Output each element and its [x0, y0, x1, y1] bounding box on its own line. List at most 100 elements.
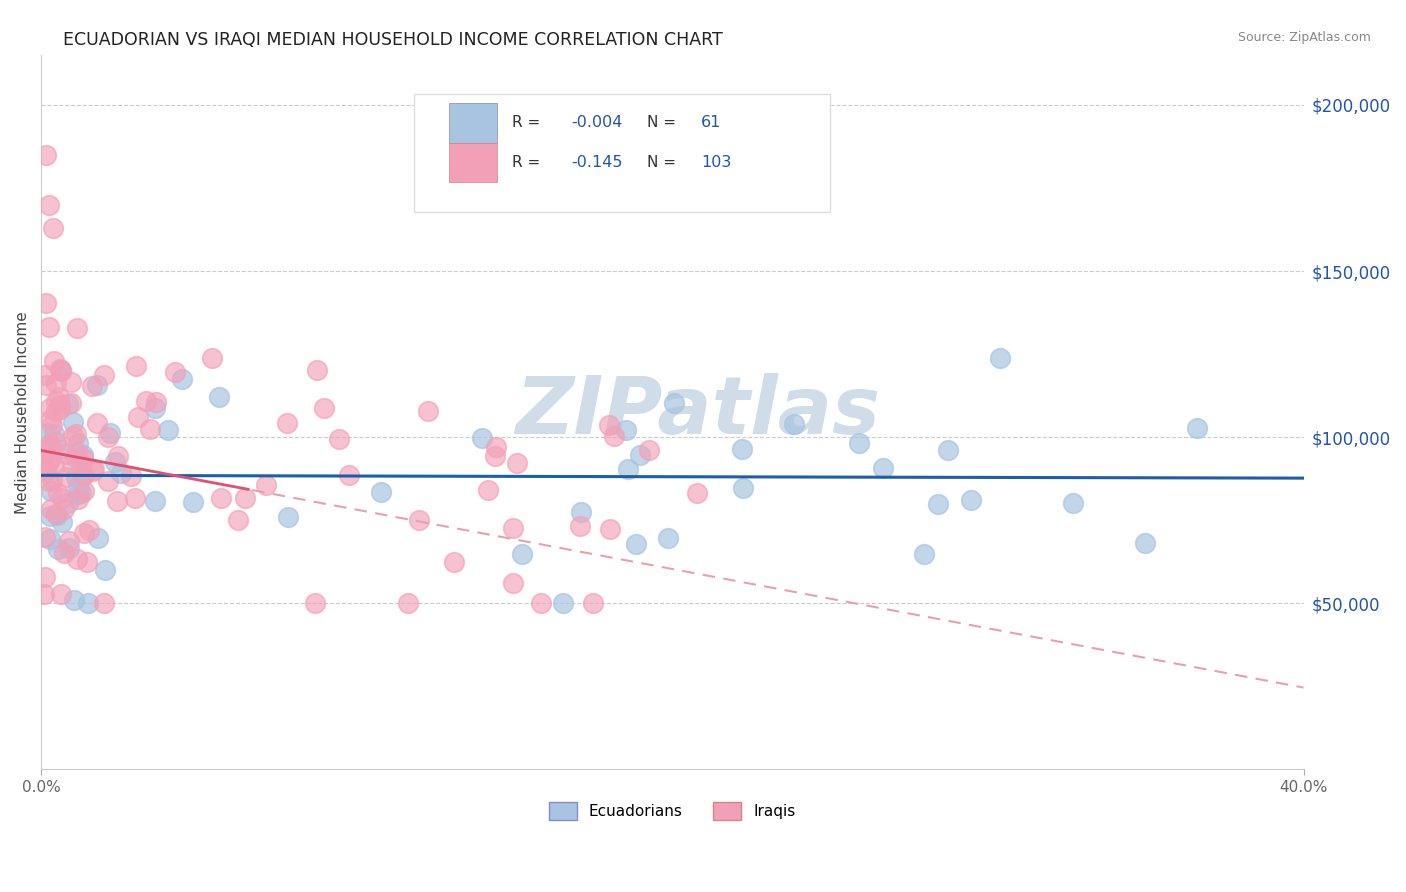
- Bar: [449, 103, 496, 143]
- Point: [51, 363, 73, 377]
- Point: [72, 448, 94, 462]
- Point: [69, 486, 91, 500]
- Point: [125, 359, 148, 373]
- Point: [65, 427, 87, 442]
- Point: [73, 483, 96, 498]
- Point: [35, 464, 58, 478]
- Point: [624, 537, 647, 551]
- Point: [872, 461, 894, 475]
- Point: [66, 320, 89, 334]
- Point: [138, 422, 160, 436]
- Point: [783, 417, 806, 432]
- Point: [34, 530, 56, 544]
- Point: [328, 432, 350, 446]
- Point: [97, 430, 120, 444]
- Point: [67, 492, 90, 507]
- Point: [45, 434, 67, 449]
- Point: [614, 423, 637, 437]
- Point: [42, 460, 65, 475]
- Point: [67, 479, 90, 493]
- Point: [277, 510, 299, 524]
- Point: [485, 441, 508, 455]
- Point: [960, 493, 983, 508]
- Point: [598, 418, 620, 433]
- Point: [86, 377, 108, 392]
- Point: [181, 494, 204, 508]
- Point: [484, 450, 506, 464]
- Text: R =: R =: [512, 155, 546, 169]
- Point: [105, 493, 128, 508]
- Point: [1133, 536, 1156, 550]
- Point: [35, 378, 58, 392]
- Point: [49, 362, 72, 376]
- Point: [77, 523, 100, 537]
- Point: [49, 401, 72, 416]
- Point: [307, 363, 329, 377]
- Point: [93, 368, 115, 382]
- Point: [396, 596, 419, 610]
- Point: [77, 596, 100, 610]
- Point: [38, 320, 60, 334]
- Point: [65, 470, 87, 484]
- Point: [163, 365, 186, 379]
- Point: [86, 416, 108, 430]
- Point: [48, 442, 70, 457]
- Point: [97, 475, 120, 489]
- Point: [82, 379, 104, 393]
- Point: [730, 442, 752, 457]
- Point: [201, 351, 224, 366]
- Point: [41, 473, 63, 487]
- Point: [34, 464, 56, 478]
- Point: [52, 502, 75, 516]
- Point: [471, 431, 494, 445]
- Point: [63, 593, 86, 607]
- Point: [39, 436, 62, 450]
- Point: [127, 409, 149, 424]
- Point: [98, 425, 121, 440]
- Point: [49, 398, 72, 412]
- Point: [73, 525, 96, 540]
- Point: [685, 485, 707, 500]
- Point: [638, 442, 661, 457]
- Point: [59, 396, 82, 410]
- Point: [228, 513, 250, 527]
- Point: [124, 491, 146, 506]
- Point: [731, 481, 754, 495]
- Point: [65, 451, 87, 466]
- Point: [38, 401, 60, 416]
- Point: [62, 415, 84, 429]
- Point: [304, 596, 326, 610]
- Point: [208, 391, 231, 405]
- Point: [120, 468, 142, 483]
- Point: [1185, 420, 1208, 434]
- Point: [51, 364, 73, 378]
- Point: [66, 444, 89, 458]
- Point: [551, 596, 574, 610]
- Point: [233, 491, 256, 506]
- Point: [104, 455, 127, 469]
- Point: [443, 555, 465, 569]
- Point: [45, 507, 67, 521]
- Point: [505, 456, 527, 470]
- Point: [582, 596, 605, 610]
- Point: [49, 587, 72, 601]
- Point: [62, 429, 84, 443]
- Bar: [449, 143, 496, 182]
- Point: [56, 496, 79, 510]
- Point: [988, 351, 1011, 365]
- Point: [60, 458, 83, 472]
- Point: [41, 418, 63, 433]
- Point: [58, 541, 80, 555]
- Point: [58, 534, 80, 549]
- Text: R =: R =: [512, 115, 546, 130]
- Point: [1062, 496, 1084, 510]
- Point: [55, 447, 77, 461]
- Point: [87, 531, 110, 545]
- Point: [72, 468, 94, 483]
- Point: [156, 423, 179, 437]
- Point: [38, 474, 60, 488]
- Point: [35, 445, 58, 459]
- Text: ZIPatlas: ZIPatlas: [515, 373, 880, 451]
- Point: [94, 563, 117, 577]
- Point: [38, 197, 60, 211]
